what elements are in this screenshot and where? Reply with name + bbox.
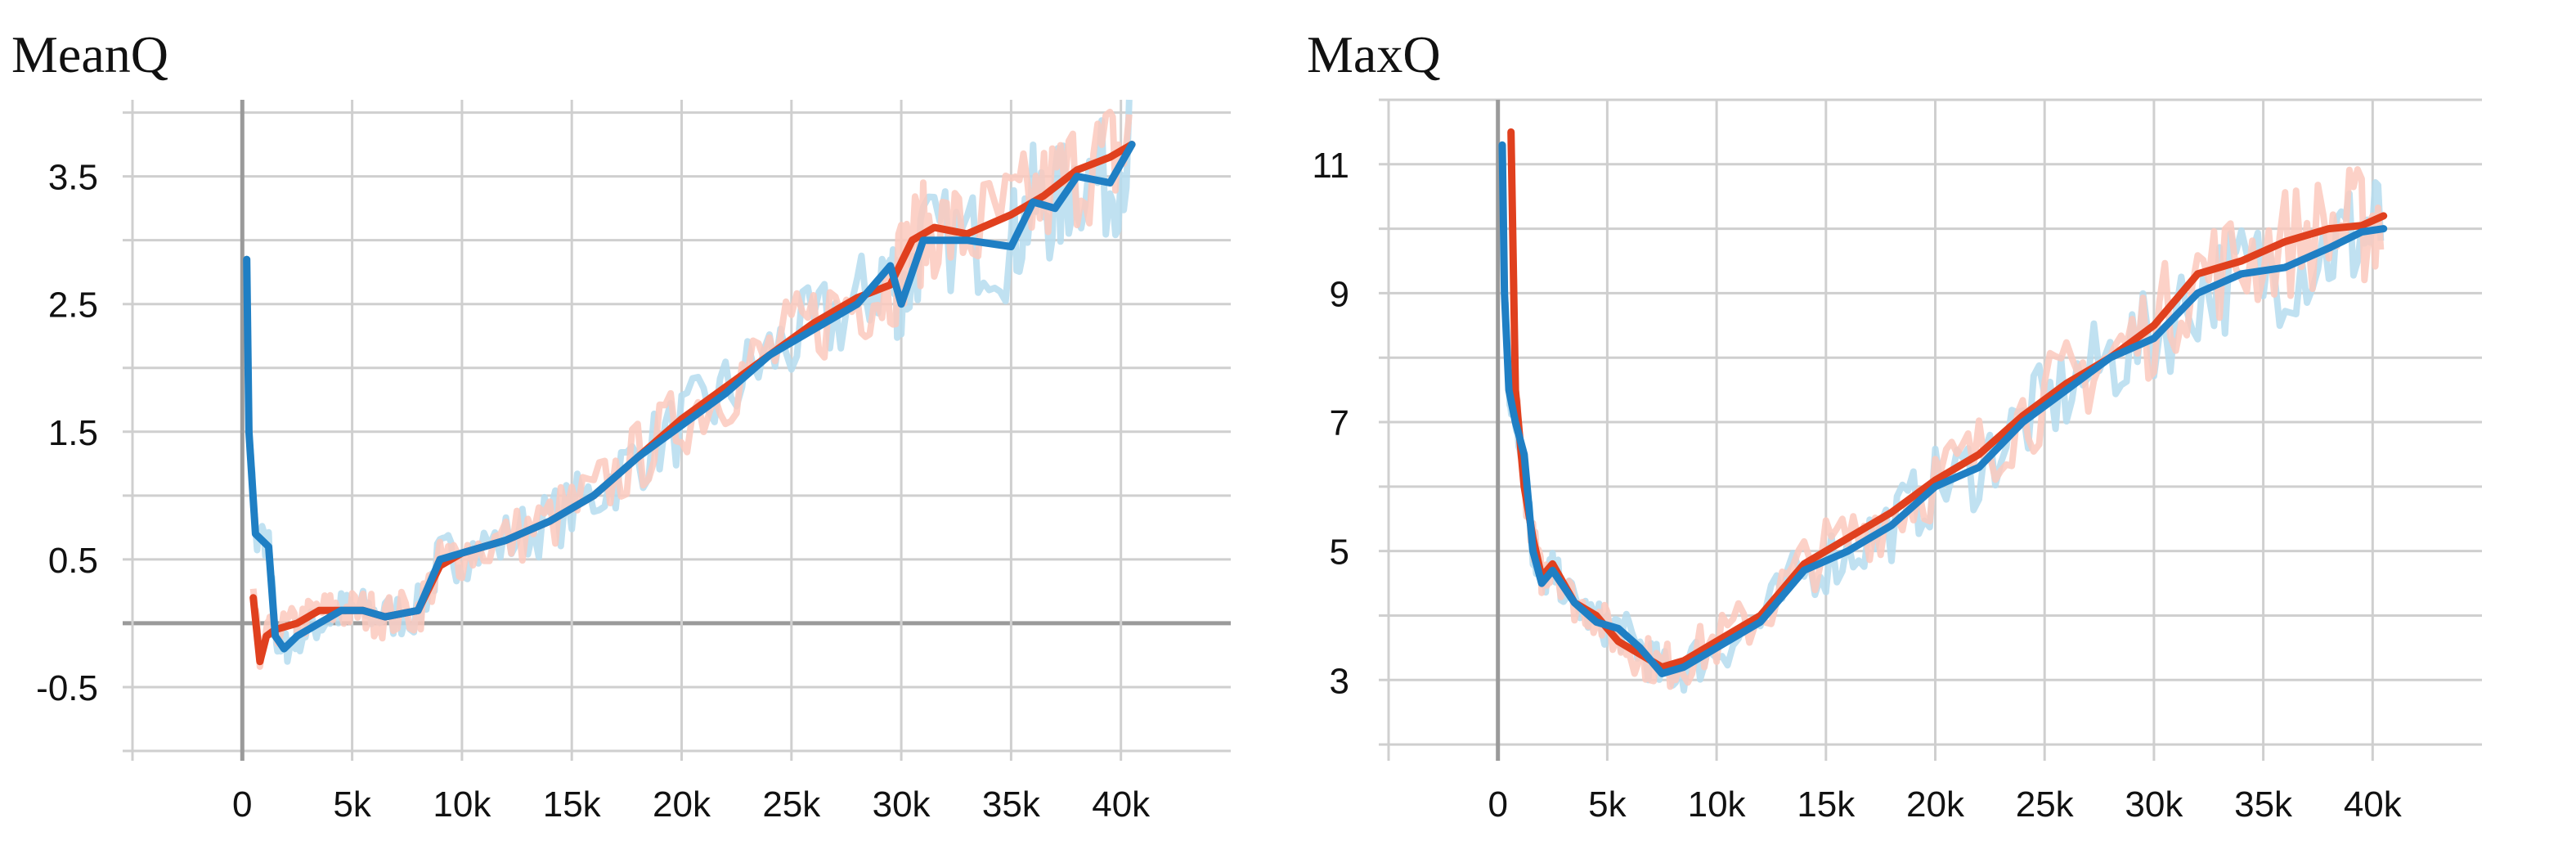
x-tick-label: 15k xyxy=(1797,784,1856,825)
y-tick-label: 7 xyxy=(1330,403,1349,443)
x-tick-label: 10k xyxy=(1688,784,1747,825)
x-tick-label: 35k xyxy=(2234,784,2293,825)
raw-series-run_blue xyxy=(1499,144,2385,694)
x-tick-label: 20k xyxy=(1906,784,1965,825)
x-tick-label: 30k xyxy=(2125,784,2183,825)
series-line-run_red xyxy=(249,141,1136,666)
x-tick-label: 0 xyxy=(1488,784,1507,825)
x-tick-label: 10k xyxy=(433,784,491,825)
series-line-run_blue xyxy=(243,141,1136,653)
x-tick-label: 20k xyxy=(653,784,711,825)
y-tick-label: 3.5 xyxy=(48,158,98,198)
maxq-chart: MaxQ 3 5 7 9 11 0 5k 10k 15k 20k 25k 30k 35k 40k xyxy=(1307,25,2482,825)
x-tick-label: 25k xyxy=(762,784,821,825)
y-tick-label: 11 xyxy=(1312,146,1349,186)
y-tick-label: 3 xyxy=(1330,661,1349,701)
x-tick-label: 30k xyxy=(873,784,931,825)
x-tick-label: 25k xyxy=(2016,784,2075,825)
y-tick-label: -0.5 xyxy=(36,668,98,708)
x-tick-label: 35k xyxy=(982,784,1041,825)
y-tick-label: 5 xyxy=(1330,533,1349,573)
series-line-run_red xyxy=(1507,128,2388,671)
raw-series-run_blue xyxy=(243,99,1133,665)
chart-title: MaxQ xyxy=(1307,25,1441,83)
y-tick-label: 0.5 xyxy=(48,541,98,581)
y-tick-label: 9 xyxy=(1330,274,1349,314)
chart-title: MeanQ xyxy=(11,25,168,83)
x-tick-label: 5k xyxy=(333,784,371,825)
y-tick-label: 2.5 xyxy=(48,285,98,326)
x-tick-label: 5k xyxy=(1588,784,1627,825)
x-tick-label: 40k xyxy=(2344,784,2403,825)
x-tick-label: 0 xyxy=(232,784,252,825)
x-tick-label: 15k xyxy=(543,784,602,825)
y-tick-label: 1.5 xyxy=(48,413,98,453)
meanq-chart: MeanQ -0.5 0.5 1.5 2.5 3.5 0 5k 10k 15k 20k 25k 30… xyxy=(11,25,1231,825)
series-line-run_blue xyxy=(1498,141,2388,677)
x-tick-label: 40k xyxy=(1092,784,1151,825)
raw-series-run_red xyxy=(1507,136,2385,690)
